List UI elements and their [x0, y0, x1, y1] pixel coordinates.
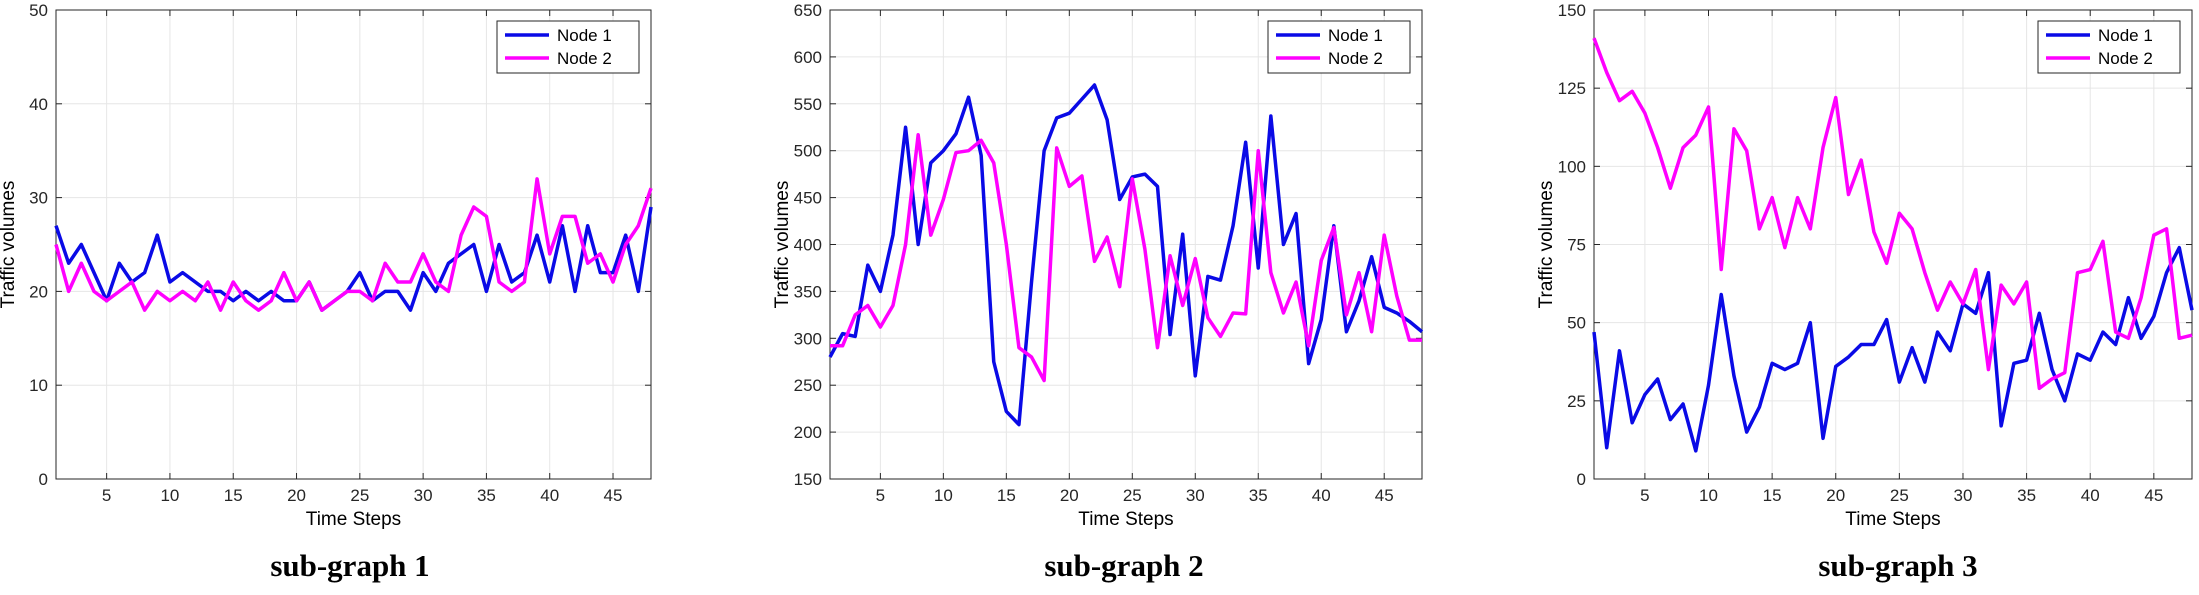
x-tick-label: 30 [1186, 486, 1205, 505]
x-tick-label: 15 [997, 486, 1016, 505]
y-tick-label: 40 [29, 95, 48, 114]
y-tick-label: 200 [794, 423, 822, 442]
x-axis-label: Time Steps [306, 509, 401, 530]
x-tick-label: 20 [1826, 486, 1845, 505]
x-tick-label: 10 [934, 486, 953, 505]
x-tick-label: 5 [876, 486, 885, 505]
x-tick-label: 25 [1123, 486, 1142, 505]
y-tick-label: 50 [1567, 314, 1586, 333]
x-tick-label: 40 [540, 486, 559, 505]
y-tick-label: 550 [794, 95, 822, 114]
series-line-node-1 [54, 206, 653, 312]
x-tick-label: 45 [604, 486, 623, 505]
x-tick-label: 40 [2081, 486, 2100, 505]
x-tick-label: 25 [350, 486, 369, 505]
x-tick-label: 40 [1312, 486, 1331, 505]
x-tick-label: 45 [2144, 486, 2163, 505]
series-line-node-1 [1592, 245, 2194, 453]
legend: Node 1 Node 2 [1267, 20, 1411, 74]
x-axis-label: Time Steps [1845, 509, 1940, 530]
subgraph-3-caption: sub-graph 3 [1818, 548, 1978, 583]
series-line-node-2 [830, 133, 1422, 383]
legend-label: Node 1 [557, 26, 612, 45]
x-tick-label: 15 [1763, 486, 1782, 505]
y-tick-label: 50 [29, 1, 48, 20]
y-tick-label: 125 [1558, 79, 1586, 98]
legend-label: Node 2 [2098, 49, 2153, 68]
legend-label: Node 2 [1328, 49, 1383, 68]
legend-box [1267, 20, 1411, 74]
x-tick-label: 45 [1375, 486, 1394, 505]
y-tick-label: 600 [794, 48, 822, 67]
x-axis-label: Time Steps [1078, 509, 1173, 530]
legend-box [496, 20, 640, 74]
y-axis-label: Traffic volumes [0, 181, 19, 309]
x-tick-label: 10 [1699, 486, 1718, 505]
x-tick-label: 20 [1060, 486, 1079, 505]
x-tick-label: 35 [477, 486, 496, 505]
y-tick-label: 450 [794, 189, 822, 208]
y-axis-label: Traffic volumes [772, 181, 793, 309]
legend-label: Node 1 [2098, 26, 2153, 45]
x-tick-label: 35 [1249, 486, 1268, 505]
x-tick-label: 30 [414, 486, 433, 505]
y-tick-label: 25 [1567, 392, 1586, 411]
y-axis-label: Traffic volumes [1536, 181, 1557, 309]
x-tick-label: 35 [2017, 486, 2036, 505]
plot-frame [55, 9, 652, 480]
y-tick-label: 0 [1577, 470, 1586, 489]
legend: Node 1 Node 2 [2037, 20, 2181, 74]
x-tick-label: 15 [224, 486, 243, 505]
y-tick-label: 100 [1558, 157, 1586, 176]
legend: Node 1 Node 2 [496, 20, 640, 74]
y-tick-label: 150 [1558, 1, 1586, 20]
y-tick-label: 10 [29, 376, 48, 395]
legend-label: Node 2 [557, 49, 612, 68]
y-tick-label: 250 [794, 376, 822, 395]
chart-panel-1: 0 10 20 30 40 50 5 10 15 20 25 30 35 40 45 Time Steps Tr… [0, 1, 653, 530]
legend-label: Node 1 [1328, 26, 1383, 45]
x-tick-label: 5 [1640, 486, 1649, 505]
y-tick-label: 20 [29, 282, 48, 301]
series-line-node-1 [828, 83, 1424, 427]
subgraph-1-caption: sub-graph 1 [270, 548, 430, 583]
legend-box [2037, 20, 2181, 74]
chart-panel-3: 0 25 50 75 100 125 150 5 10 15 20 25 30 35 40 45 Time St… [1536, 1, 2194, 530]
y-tick-label: 150 [794, 470, 822, 489]
y-tick-label: 0 [39, 470, 48, 489]
chart-panel-2: 150 200 250 300 350 400 450 500 550 600 650 5 10 15 20… [772, 1, 1424, 530]
x-tick-label: 20 [287, 486, 306, 505]
y-tick-label: 350 [794, 282, 822, 301]
x-tick-label: 30 [1954, 486, 1973, 505]
series-line-node-2 [54, 177, 653, 312]
x-tick-label: 10 [160, 486, 179, 505]
y-tick-label: 650 [794, 1, 822, 20]
subgraph-2-caption: sub-graph 2 [1044, 548, 1204, 583]
x-tick-label: 5 [102, 486, 111, 505]
y-tick-label: 500 [794, 142, 822, 161]
y-tick-label: 75 [1567, 236, 1586, 255]
y-tick-label: 400 [794, 236, 822, 255]
y-tick-label: 30 [29, 189, 48, 208]
series-line-node-2 [1592, 37, 2193, 391]
x-tick-label: 25 [1890, 486, 1909, 505]
y-tick-label: 300 [794, 329, 822, 348]
